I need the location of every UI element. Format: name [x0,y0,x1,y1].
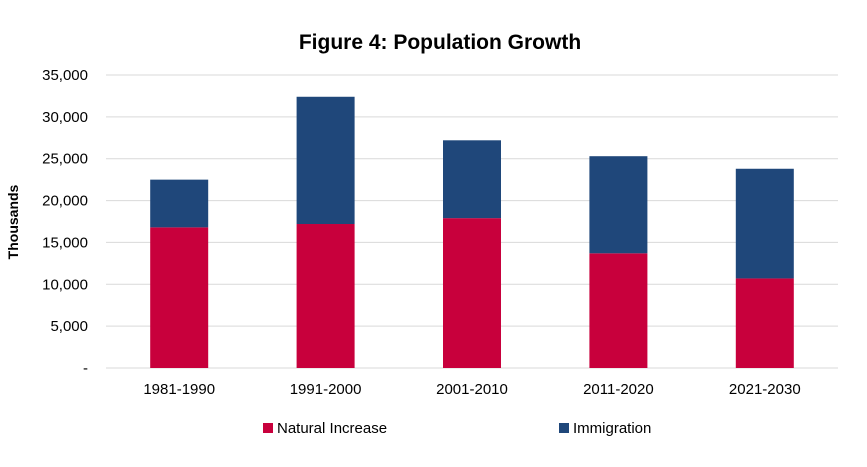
x-axis-ticks: 1981-1990 1991-2000 2001-2010 2011-2020 2021… [143,381,800,398]
y-axis-ticks: - 5,000 10,000 15,000 20,000 25,000 30,000 35,0… [42,67,88,377]
legend-label: Immigration [573,420,651,437]
y-tick-label: 5,000 [50,318,88,335]
chart-title: Figure 4: Population Growth [299,31,581,54]
bar-natural-increase-2011-2020 [589,253,648,368]
y-tick-label: - [83,360,88,377]
bars [150,96,794,368]
bar-immigration-2001-2010 [443,140,501,219]
legend-swatch [559,423,569,433]
bar-immigration-2021-2030 [735,168,794,279]
y-tick-label: 15,000 [42,234,88,251]
x-tick-label: 2021-2030 [729,381,801,398]
legend: Natural Increase Immigration [263,420,651,437]
y-axis-label: Thousands [5,184,21,259]
x-tick-label: 1981-1990 [143,381,215,398]
bar-immigration-2011-2020 [589,156,648,254]
bar-natural-increase-2021-2030 [735,278,794,368]
y-tick-label: 10,000 [42,276,88,293]
bar-immigration-1991-2000 [296,96,355,225]
x-tick-label: 1991-2000 [290,381,362,398]
bar-natural-increase-1991-2000 [296,224,355,368]
bar-immigration-1981-1990 [150,179,209,228]
bar-natural-increase-1981-1990 [150,227,209,368]
legend-label: Natural Increase [277,420,387,437]
y-tick-label: 25,000 [42,151,88,168]
y-tick-label: 20,000 [42,193,88,210]
x-tick-label: 2011-2020 [583,381,654,398]
y-tick-label: 30,000 [42,109,88,126]
legend-swatch [263,423,273,433]
bar-natural-increase-2001-2010 [443,218,501,368]
y-tick-label: 35,000 [42,67,88,84]
x-tick-label: 2001-2010 [436,381,508,398]
